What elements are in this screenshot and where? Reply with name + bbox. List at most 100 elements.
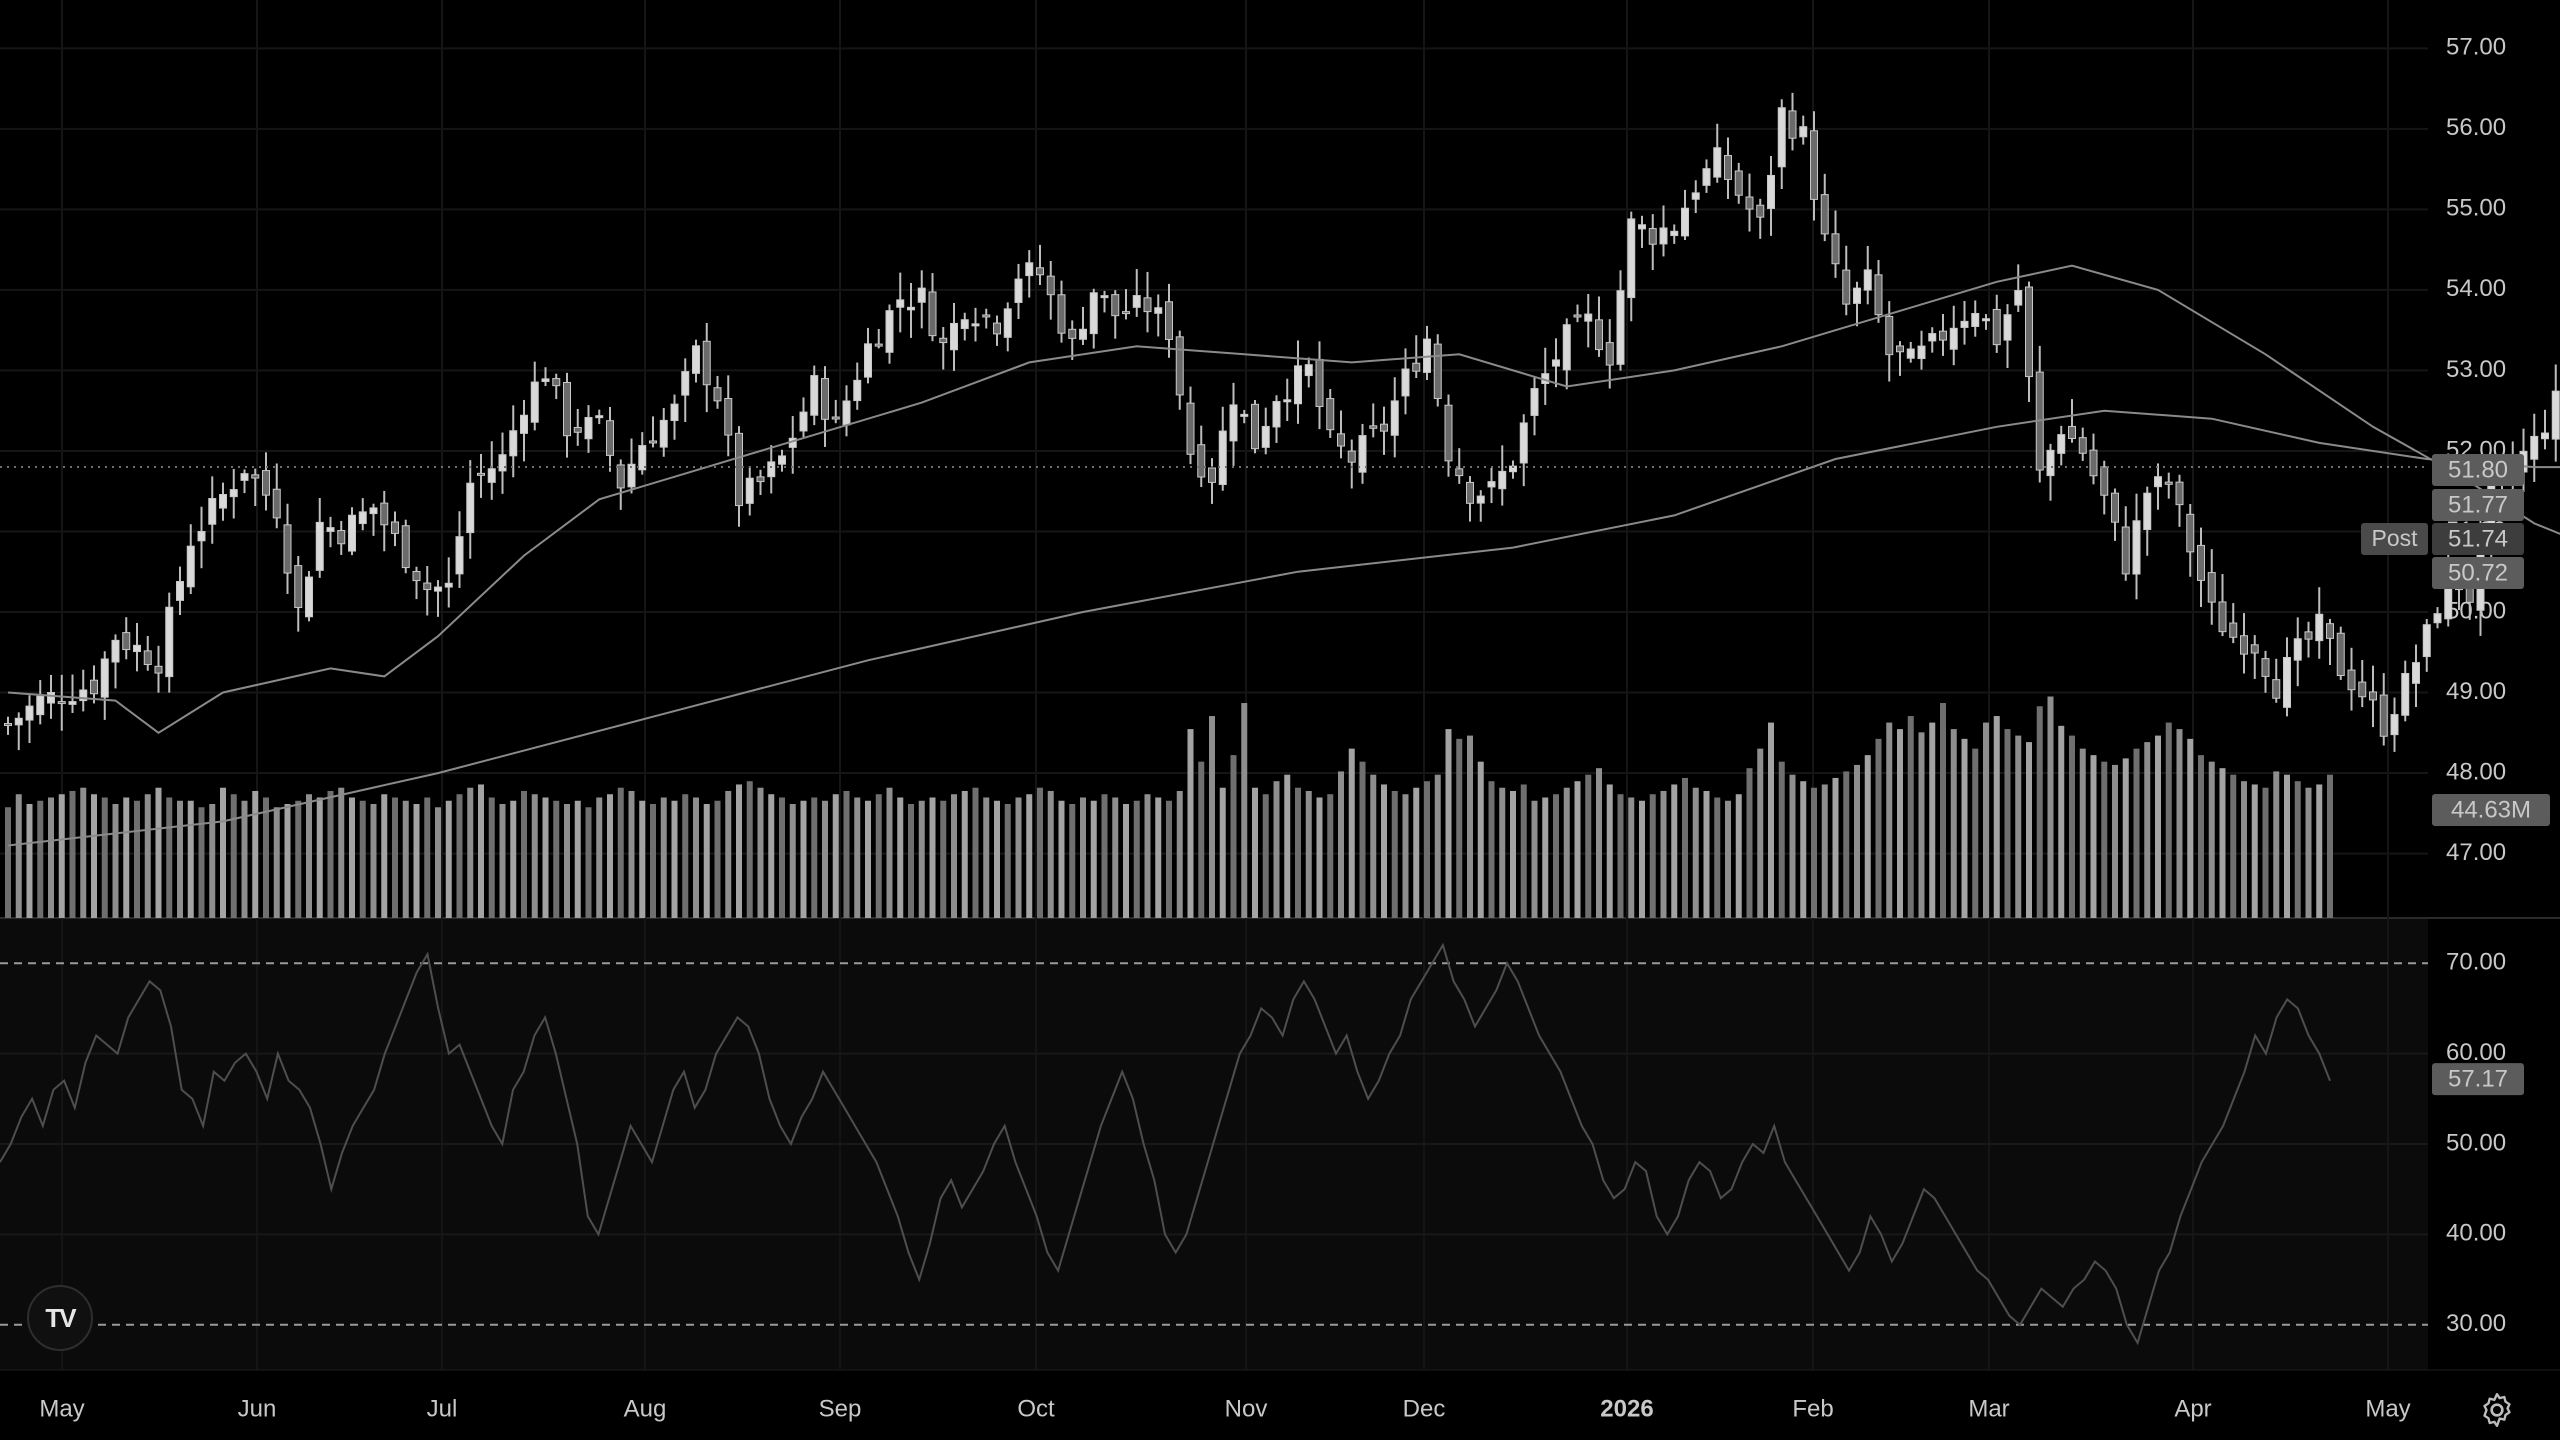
candle-body	[1272, 401, 1281, 428]
candle-body	[1326, 398, 1335, 431]
candle-body	[960, 319, 969, 330]
volume-bar	[15, 794, 22, 918]
candle-body	[1068, 328, 1077, 339]
candle-body	[1756, 204, 1765, 218]
candle-body	[896, 299, 905, 308]
settings-gear-icon[interactable]	[2477, 1390, 2517, 1430]
candle	[993, 315, 1001, 346]
volume-bar	[1209, 716, 1215, 918]
candle-body	[659, 419, 668, 448]
candle	[595, 409, 604, 425]
volume-bar	[2305, 787, 2312, 918]
volume-bar	[1456, 738, 1463, 918]
candle-body	[25, 705, 34, 721]
candle	[799, 397, 808, 438]
candle-body	[584, 416, 593, 440]
candle-body	[57, 701, 66, 705]
candle-body	[1304, 364, 1313, 377]
candle	[1982, 314, 1990, 330]
volume-bar	[1606, 784, 1613, 918]
candle-body	[1025, 262, 1034, 277]
candle-body	[692, 345, 700, 374]
volume-bar	[1467, 735, 1473, 918]
candle	[79, 669, 88, 712]
candle	[2089, 433, 2098, 485]
candle	[1433, 334, 1442, 407]
candle	[1240, 409, 1249, 424]
candle-body	[4, 723, 12, 727]
candle-body	[1971, 312, 1980, 327]
volume-bar	[2327, 774, 2333, 918]
volume-bar	[1338, 771, 1344, 918]
candle-body	[2250, 644, 2259, 654]
volume-bar	[1359, 761, 1366, 918]
candle	[530, 361, 539, 431]
last-close-tag-bg	[2432, 454, 2524, 486]
candle-body	[1390, 400, 1399, 436]
candle-body	[100, 658, 109, 698]
volume-bar	[2230, 774, 2237, 918]
volume-bar	[91, 794, 97, 918]
volume-bar	[306, 794, 312, 918]
candle-body	[1175, 336, 1184, 396]
candle-body	[563, 381, 571, 437]
candle	[1949, 305, 1958, 366]
candle	[2390, 697, 2399, 752]
candle	[2240, 613, 2248, 674]
candle-body	[1820, 194, 1829, 235]
volume-bar	[1445, 729, 1452, 918]
candle-body	[1939, 330, 1947, 341]
last-close-tag: 51.80	[2432, 454, 2524, 486]
volume-bar	[338, 787, 345, 918]
candle	[143, 635, 152, 671]
candle	[1326, 389, 1335, 438]
sma-50-tag-bg	[2432, 557, 2524, 589]
volume-bar	[865, 800, 871, 918]
candle-body	[2433, 613, 2442, 624]
candle	[982, 308, 991, 329]
volume-bar	[1176, 790, 1183, 918]
candle	[2197, 527, 2205, 608]
volume-bar	[2122, 758, 2129, 918]
candle	[251, 468, 260, 507]
volume-bar	[1811, 787, 1817, 918]
candle	[1294, 340, 1302, 424]
volume-bar	[757, 787, 764, 918]
candle	[724, 375, 733, 457]
candle-body	[251, 474, 260, 479]
volume-bar	[897, 797, 904, 918]
candle	[1939, 313, 1947, 356]
candle	[1337, 410, 1345, 459]
candle	[47, 674, 55, 719]
candle	[2014, 264, 2023, 312]
candle	[821, 366, 829, 447]
candle	[1046, 261, 1055, 320]
volume-bar	[1133, 800, 1140, 918]
volume-bar	[187, 800, 194, 918]
candle-body	[444, 582, 453, 588]
volume-bar	[1101, 794, 1108, 918]
volume-bar	[445, 800, 452, 918]
tradingview-logo-icon[interactable]: TV	[27, 1285, 93, 1351]
volume-bar	[284, 804, 291, 918]
volume-bar	[875, 794, 882, 918]
candle-body	[928, 291, 937, 337]
volume-tag-label: 44.63M	[2451, 796, 2531, 823]
volume-bar	[392, 797, 398, 918]
candle-body	[509, 430, 518, 457]
candle-body	[1949, 327, 1958, 350]
price-candles	[4, 92, 2560, 752]
candle-body	[1294, 365, 1302, 405]
candle	[842, 385, 851, 437]
candle	[434, 580, 442, 617]
volume-bar	[2069, 735, 2075, 918]
price-axis-tick: 49.00	[2446, 678, 2506, 705]
candle-body	[1777, 107, 1786, 168]
candle	[1971, 300, 1980, 337]
candle	[1831, 210, 1840, 278]
candle-body	[1046, 275, 1055, 296]
volume-bar	[2015, 735, 2022, 918]
candle-body	[36, 695, 45, 716]
